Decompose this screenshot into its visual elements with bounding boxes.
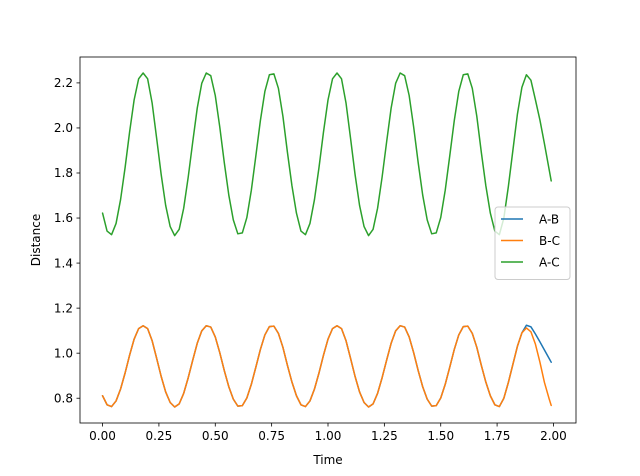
y-tick-label: 0.8 (54, 391, 73, 405)
legend-label-a-c: A-C (539, 255, 560, 269)
y-axis-label: Distance (29, 214, 43, 266)
y-tick-label: 1.2 (54, 301, 73, 315)
y-tick-label: 2.0 (54, 121, 73, 135)
series-layer (101, 72, 552, 408)
x-tick-label: 0.25 (146, 429, 173, 443)
plot-area-background (80, 57, 576, 423)
x-axis: 0.00 0.25 0.50 0.75 1.00 1.25 1.50 1.75 2.00 (89, 423, 567, 443)
series-line-a-c (101, 72, 552, 237)
y-tick-label: 1.8 (54, 166, 73, 180)
x-tick-label: 1.00 (315, 429, 342, 443)
y-tick-label: 1.0 (54, 346, 73, 360)
x-tick-label: 1.50 (427, 429, 454, 443)
series-line-b-c (101, 324, 552, 408)
x-tick-label: 0.50 (202, 429, 229, 443)
x-tick-label: 0.75 (258, 429, 285, 443)
y-tick-label: 1.4 (54, 256, 73, 270)
legend-label-b-c: B-C (539, 234, 560, 248)
y-axis: 0.8 1.0 1.2 1.4 1.6 1.8 2.0 2.2 (54, 76, 80, 405)
x-tick-label: 0.00 (89, 429, 116, 443)
y-tick-label: 1.6 (54, 211, 73, 225)
legend-label-a-b: A-B (539, 212, 559, 226)
x-tick-label: 2.00 (540, 429, 567, 443)
x-tick-label: 1.25 (371, 429, 398, 443)
x-axis-label: Time (312, 453, 342, 467)
legend: A-B B-C A-C (494, 206, 571, 280)
x-tick-label: 1.75 (484, 429, 511, 443)
y-tick-label: 2.2 (54, 76, 73, 90)
